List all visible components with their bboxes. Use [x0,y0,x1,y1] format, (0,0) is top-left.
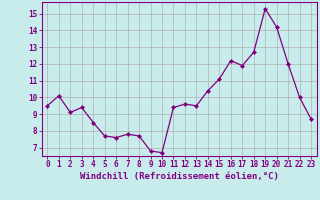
X-axis label: Windchill (Refroidissement éolien,°C): Windchill (Refroidissement éolien,°C) [80,172,279,181]
